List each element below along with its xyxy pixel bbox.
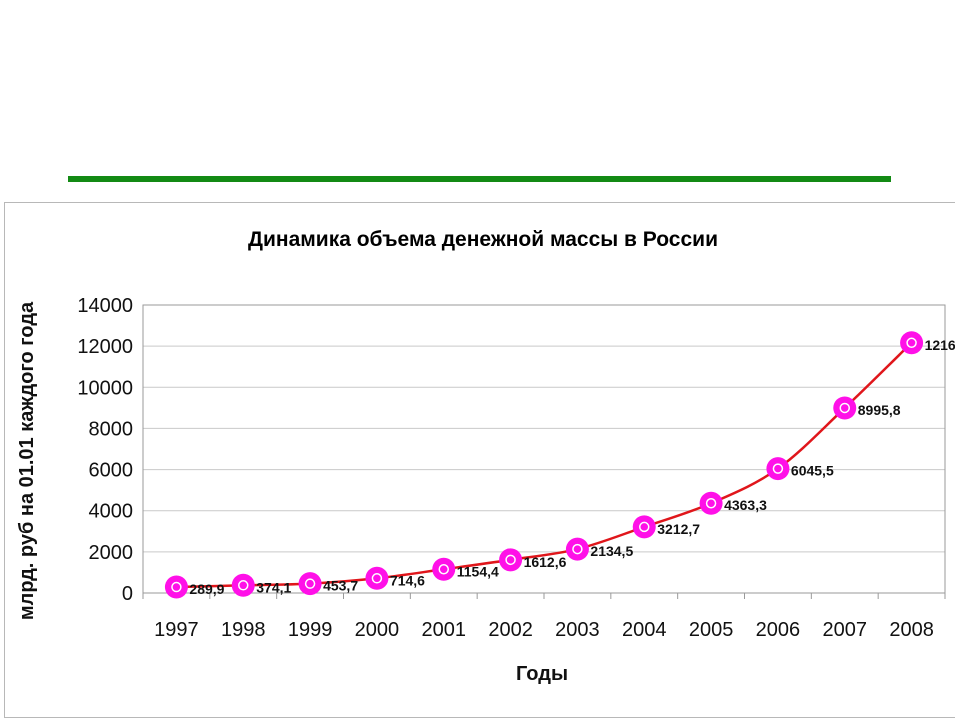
data-label-1998: 374,1 xyxy=(256,579,291,595)
data-label-2003: 2134,5 xyxy=(590,543,633,559)
x-tick-label-2005: 2005 xyxy=(689,619,734,641)
x-axis-tick-labels: 1997 1998 1999 2000 2001 2002 2003 2004 2005 2006… xyxy=(154,619,934,641)
data-label-2004: 3212,7 xyxy=(657,521,700,537)
data-point-ring-1997 xyxy=(171,581,182,593)
x-tick-label-2003: 2003 xyxy=(555,619,600,641)
y-tick-label: 4000 xyxy=(89,501,134,523)
data-point-ring-2008 xyxy=(906,337,917,349)
data-point-2007 xyxy=(833,396,857,420)
data-point-2005 xyxy=(699,491,723,515)
x-tick-label-2007: 2007 xyxy=(823,619,868,641)
x-tick-label-2006: 2006 xyxy=(756,619,801,641)
x-tick-label-1998: 1998 xyxy=(221,619,266,641)
x-tick-label-2001: 2001 xyxy=(422,619,467,641)
data-point-ring-2003 xyxy=(572,543,583,555)
data-point-2006 xyxy=(766,457,790,481)
y-tick-label: 6000 xyxy=(89,460,134,482)
data-markers xyxy=(164,331,924,599)
y-tick-label: 12000 xyxy=(77,336,133,358)
data-point-ring-2007 xyxy=(839,402,850,414)
x-axis-title: Годы xyxy=(516,663,568,685)
y-tick-label: 0 xyxy=(122,583,133,605)
data-point-ring-2000 xyxy=(371,573,383,584)
grid-lines xyxy=(143,304,945,594)
chart-frame: 0 2000 4000 6000 8000 10000 12000 14000 1997 199… xyxy=(4,202,955,718)
y-tick-label: 10000 xyxy=(77,377,133,399)
data-point-1999 xyxy=(298,572,322,596)
data-point-2008 xyxy=(900,331,924,355)
data-point-ring-2005 xyxy=(705,497,717,509)
y-axis-title: млрд. руб на 01.01 каждого года xyxy=(16,301,38,620)
data-label-2008: 12163,3 xyxy=(925,337,955,353)
data-point-2002 xyxy=(499,548,523,572)
y-tick-label: 14000 xyxy=(77,295,133,317)
data-point-ring-2006 xyxy=(772,463,784,474)
data-label-2000: 714,6 xyxy=(390,572,425,588)
data-point-ring-1999 xyxy=(304,578,316,589)
data-label-2005: 4363,3 xyxy=(724,497,767,513)
data-label-1999: 453,7 xyxy=(323,578,358,594)
data-label-2001: 1154,4 xyxy=(457,563,499,579)
data-point-ring-2004 xyxy=(639,521,650,533)
data-point-ring-2002 xyxy=(505,554,516,566)
y-axis-tick-labels: 0 2000 4000 6000 8000 10000 12000 14000 xyxy=(77,295,133,605)
x-tick-label-2000: 2000 xyxy=(355,619,400,641)
data-label-1997: 289,9 xyxy=(189,581,224,597)
data-point-2000 xyxy=(365,566,389,590)
x-tick-label-1997: 1997 xyxy=(154,619,199,641)
data-label-2006: 6045,5 xyxy=(791,463,834,479)
x-axis-ticks xyxy=(142,593,946,599)
y-tick-label: 8000 xyxy=(89,418,134,440)
data-point-1998 xyxy=(231,573,255,597)
x-tick-label-2004: 2004 xyxy=(622,619,667,641)
y-tick-label: 2000 xyxy=(89,542,134,564)
data-point-ring-2001 xyxy=(438,564,449,575)
data-point-2001 xyxy=(432,557,456,581)
data-point-2004 xyxy=(632,515,656,539)
data-label-2007: 8995,8 xyxy=(858,402,901,418)
data-labels: 289,9 374,1 453,7 714,6 1154,4 1612,6 2134,5 32… xyxy=(189,337,955,597)
x-tick-label-1999: 1999 xyxy=(288,619,333,641)
x-tick-label-2008: 2008 xyxy=(889,619,934,641)
data-point-1997 xyxy=(164,575,188,599)
data-label-2002: 1612,6 xyxy=(524,554,567,570)
title-underline-rule xyxy=(68,176,891,182)
plot-area xyxy=(142,304,946,594)
x-tick-label-2002: 2002 xyxy=(488,619,533,641)
data-point-ring-1998 xyxy=(238,580,249,591)
chart-title: Динамика объема денежной массы в России xyxy=(248,228,718,251)
data-point-2003 xyxy=(565,537,589,561)
